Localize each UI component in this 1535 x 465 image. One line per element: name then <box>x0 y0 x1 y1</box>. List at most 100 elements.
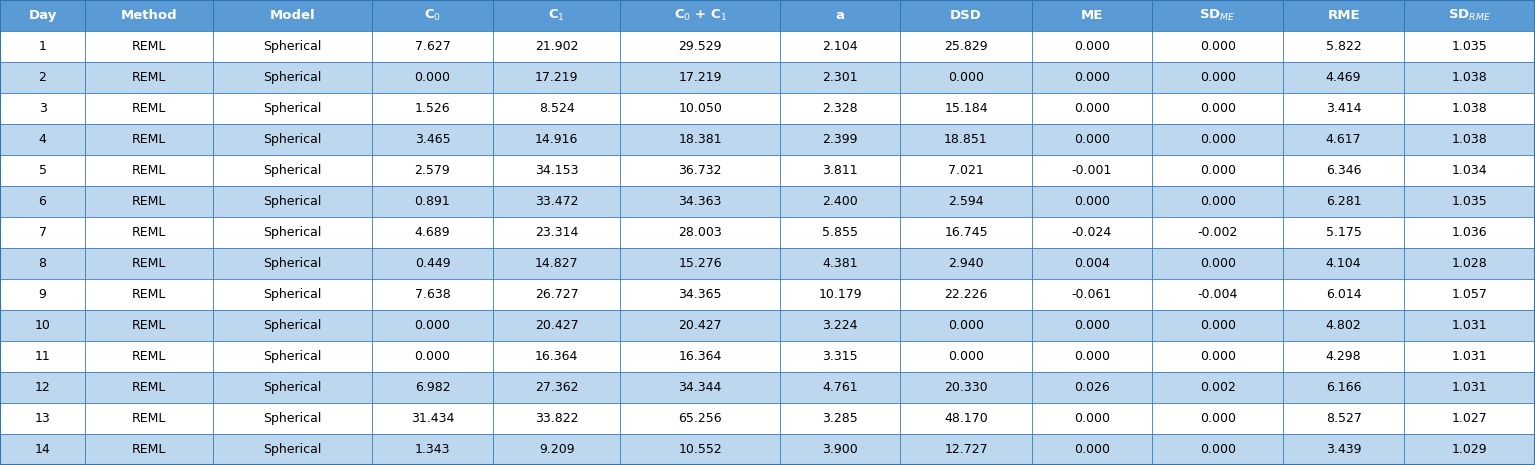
Text: 9.209: 9.209 <box>539 443 574 456</box>
Text: Day: Day <box>28 9 57 22</box>
Text: 5.855: 5.855 <box>823 226 858 239</box>
Bar <box>780 93 901 124</box>
Text: 17.219: 17.219 <box>534 71 579 84</box>
Bar <box>84 341 213 372</box>
Text: Spherical: Spherical <box>264 288 322 301</box>
Bar <box>1153 93 1283 124</box>
Bar <box>213 31 371 62</box>
Bar <box>84 434 213 465</box>
Text: Spherical: Spherical <box>264 257 322 270</box>
Bar <box>213 248 371 279</box>
Bar <box>780 155 901 186</box>
Text: 8: 8 <box>38 257 46 270</box>
Text: 2.400: 2.400 <box>823 195 858 208</box>
Text: 0.000: 0.000 <box>1074 443 1110 456</box>
Text: REML: REML <box>132 319 166 332</box>
Text: 0.000: 0.000 <box>1074 412 1110 425</box>
Bar <box>1032 248 1153 279</box>
Text: C$_0$ + C$_1$: C$_0$ + C$_1$ <box>674 8 726 23</box>
Bar <box>1153 310 1283 341</box>
Bar <box>1032 31 1153 62</box>
Bar <box>1032 341 1153 372</box>
Bar <box>493 217 620 248</box>
Bar <box>1032 403 1153 434</box>
Text: 3.900: 3.900 <box>823 443 858 456</box>
Bar <box>1405 31 1535 62</box>
Text: 0.000: 0.000 <box>949 319 984 332</box>
Bar <box>901 217 1032 248</box>
Text: 15.276: 15.276 <box>678 257 721 270</box>
Bar <box>1283 434 1405 465</box>
Bar <box>1405 403 1535 434</box>
Bar <box>1405 341 1535 372</box>
Bar <box>371 93 493 124</box>
Bar <box>780 372 901 403</box>
Bar <box>780 279 901 310</box>
Text: 0.004: 0.004 <box>1074 257 1110 270</box>
Text: REML: REML <box>132 288 166 301</box>
Text: Spherical: Spherical <box>264 102 322 115</box>
Text: REML: REML <box>132 133 166 146</box>
Bar <box>1032 124 1153 155</box>
Text: 33.472: 33.472 <box>534 195 579 208</box>
Text: 65.256: 65.256 <box>678 412 721 425</box>
Text: 6.982: 6.982 <box>414 381 450 394</box>
Text: DSD: DSD <box>950 9 982 22</box>
Text: Spherical: Spherical <box>264 164 322 177</box>
Text: 6.166: 6.166 <box>1326 381 1362 394</box>
Text: 14.916: 14.916 <box>534 133 579 146</box>
Bar <box>620 155 780 186</box>
Text: Spherical: Spherical <box>264 319 322 332</box>
Text: 34.365: 34.365 <box>678 288 721 301</box>
Text: 26.727: 26.727 <box>534 288 579 301</box>
Bar <box>901 31 1032 62</box>
Text: 34.153: 34.153 <box>534 164 579 177</box>
Bar <box>1032 310 1153 341</box>
Bar <box>901 0 1032 31</box>
Bar <box>0 31 84 62</box>
Bar <box>1153 155 1283 186</box>
Text: 0.000: 0.000 <box>1200 40 1236 53</box>
Bar <box>620 434 780 465</box>
Text: 0.449: 0.449 <box>414 257 450 270</box>
Text: 1.027: 1.027 <box>1452 412 1487 425</box>
Text: REML: REML <box>132 257 166 270</box>
Text: 5: 5 <box>38 164 46 177</box>
Text: -0.001: -0.001 <box>1071 164 1111 177</box>
Text: C$_0$: C$_0$ <box>424 8 441 23</box>
Text: Spherical: Spherical <box>264 350 322 363</box>
Text: 4.469: 4.469 <box>1326 71 1362 84</box>
Bar <box>620 372 780 403</box>
Bar <box>213 217 371 248</box>
Text: 6.014: 6.014 <box>1326 288 1362 301</box>
Text: 7.627: 7.627 <box>414 40 450 53</box>
Text: 18.851: 18.851 <box>944 133 989 146</box>
Bar <box>371 217 493 248</box>
Text: 14: 14 <box>35 443 51 456</box>
Bar <box>1405 186 1535 217</box>
Text: 0.000: 0.000 <box>1200 195 1236 208</box>
Text: 7.638: 7.638 <box>414 288 450 301</box>
Text: 12.727: 12.727 <box>944 443 989 456</box>
Text: Method: Method <box>121 9 177 22</box>
Bar <box>0 217 84 248</box>
Bar <box>1283 62 1405 93</box>
Bar <box>0 124 84 155</box>
Text: REML: REML <box>132 195 166 208</box>
Text: 1.526: 1.526 <box>414 102 450 115</box>
Bar <box>493 279 620 310</box>
Text: 1.038: 1.038 <box>1452 71 1487 84</box>
Text: Spherical: Spherical <box>264 412 322 425</box>
Text: 9: 9 <box>38 288 46 301</box>
Bar <box>901 62 1032 93</box>
Text: Spherical: Spherical <box>264 71 322 84</box>
Bar <box>213 62 371 93</box>
Bar <box>84 310 213 341</box>
Text: 21.902: 21.902 <box>534 40 579 53</box>
Text: 17.219: 17.219 <box>678 71 721 84</box>
Bar <box>1283 279 1405 310</box>
Bar <box>1153 372 1283 403</box>
Text: 0.000: 0.000 <box>1200 257 1236 270</box>
Bar <box>371 155 493 186</box>
Text: 1.028: 1.028 <box>1452 257 1487 270</box>
